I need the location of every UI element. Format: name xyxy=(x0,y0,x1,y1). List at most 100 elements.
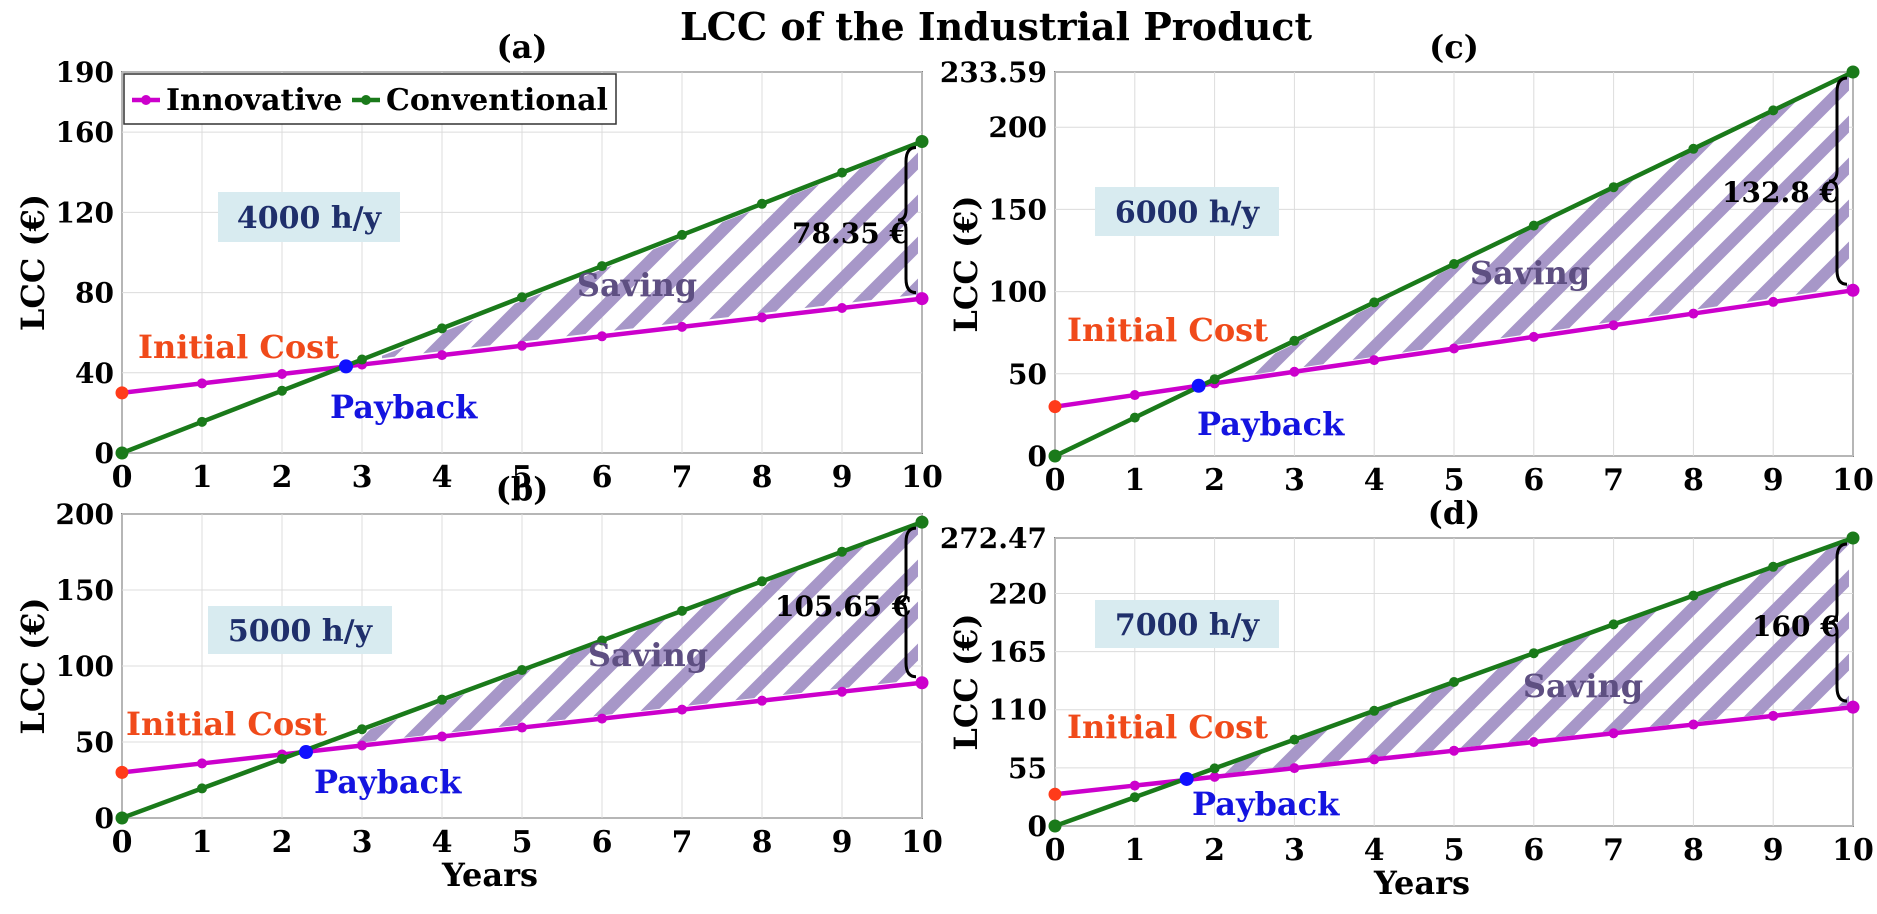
data-point-conventional xyxy=(1209,763,1220,774)
x-tick-label: 7 xyxy=(672,825,693,860)
data-point-innovative xyxy=(1768,710,1779,721)
data-point-conventional xyxy=(1688,143,1699,154)
initial-cost-label: Initial Cost xyxy=(138,328,339,366)
x-tick-label: 2 xyxy=(272,825,293,860)
panel-a: (a) 0 40 80 120 160 190 0 1 2 3 4 5 6 7 8 9 10 LCC (€) 4000… xyxy=(14,28,943,495)
data-point-conventional xyxy=(197,783,207,794)
y-tick-label: 100 xyxy=(56,650,114,683)
data-point-innovative xyxy=(517,722,527,733)
difference-brace xyxy=(897,526,917,679)
data-point-conventional xyxy=(1608,182,1619,193)
panel-title: (a) xyxy=(496,28,547,66)
y-tick-label: 200 xyxy=(989,111,1047,144)
y-tick-label: 120 xyxy=(56,196,114,229)
data-point-innovative xyxy=(597,713,607,724)
x-tick-label: 5 xyxy=(512,460,533,495)
data-point-innovative xyxy=(1768,296,1779,307)
payback-label: Payback xyxy=(1197,405,1345,443)
data-point-conventional xyxy=(437,694,447,705)
x-tick-label: 1 xyxy=(192,825,213,860)
x-tick-label: 4 xyxy=(1364,833,1385,868)
data-point-conventional xyxy=(757,198,767,209)
y-axis-label: LCC (€) xyxy=(14,194,52,331)
y-tick-label: 233.59 xyxy=(940,56,1047,89)
hatch-stroke xyxy=(1554,540,1849,774)
hatch-stroke xyxy=(1596,540,1849,774)
x-tick-label: 4 xyxy=(432,460,453,495)
data-point-innovative xyxy=(115,386,129,400)
hours-label: 6000 h/y xyxy=(1115,196,1261,231)
data-point-conventional xyxy=(1129,412,1140,423)
hatch-stroke xyxy=(0,514,6,818)
y-tick-label: 220 xyxy=(989,577,1047,610)
data-point-conventional xyxy=(1768,561,1779,572)
x-tick-label: 3 xyxy=(352,825,373,860)
payback-label: Payback xyxy=(330,388,478,426)
hatch-stroke xyxy=(1428,75,1822,378)
payback-marker xyxy=(1191,378,1206,393)
hatch-stroke xyxy=(495,145,886,359)
panel-title: (d) xyxy=(1428,494,1481,532)
x-axis-label: Years xyxy=(441,856,538,894)
hatch-stroke xyxy=(1638,75,1849,378)
x-tick-label: 4 xyxy=(1364,463,1385,498)
data-point-conventional xyxy=(1449,258,1459,269)
data-point-conventional xyxy=(1846,531,1860,545)
panel-d: (d) 0 55 110 165 220 272.47 0 1 2 3 4 5 6 7 8 9 10 LCC (€)… xyxy=(940,494,1874,902)
hatch-stroke xyxy=(1848,540,1849,774)
legend-marker xyxy=(361,95,371,105)
data-point-innovative xyxy=(597,331,607,342)
x-tick-label: 1 xyxy=(1124,833,1145,868)
data-point-conventional xyxy=(915,134,929,148)
data-point-conventional xyxy=(757,576,767,587)
data-point-innovative xyxy=(437,350,447,361)
y-tick-label: 0 xyxy=(95,437,114,470)
panel-title: (c) xyxy=(1429,28,1479,66)
data-point-innovative xyxy=(1688,308,1699,319)
hatch-stroke xyxy=(579,145,918,359)
data-point-innovative xyxy=(357,740,367,751)
data-point-conventional xyxy=(915,515,929,529)
x-tick-label: 0 xyxy=(1045,463,1066,498)
data-point-innovative xyxy=(1449,343,1459,354)
data-point-innovative xyxy=(1048,400,1062,414)
data-point-innovative xyxy=(1289,366,1300,377)
x-tick-label: 6 xyxy=(1523,463,1544,498)
hatch-stroke xyxy=(1470,75,1849,378)
x-tick-label: 0 xyxy=(112,825,133,860)
saving-difference-label: 105.65 € xyxy=(775,590,911,623)
data-point-innovative xyxy=(1048,787,1062,801)
y-tick-label: 40 xyxy=(75,357,114,390)
difference-brace xyxy=(1828,542,1848,703)
legend-marker xyxy=(141,95,151,105)
data-point-innovative xyxy=(915,676,929,690)
data-point-conventional xyxy=(357,354,367,365)
y-tick-label: 55 xyxy=(1008,752,1047,785)
saving-label: Saving xyxy=(1470,254,1590,292)
data-point-conventional xyxy=(597,261,607,272)
x-tick-label: 6 xyxy=(592,825,613,860)
difference-brace xyxy=(897,145,917,295)
hours-label-box xyxy=(1095,600,1279,648)
data-point-innovative xyxy=(437,731,447,742)
figure-title: LCC of the Industrial Product xyxy=(680,4,1313,49)
y-tick-label: 160 xyxy=(56,116,114,149)
y-axis-label: LCC (€) xyxy=(947,195,985,332)
data-point-conventional xyxy=(1768,105,1779,116)
saving-difference-label: 78.35 € xyxy=(792,217,909,250)
data-point-conventional xyxy=(197,416,207,427)
x-tick-label: 2 xyxy=(1204,833,1225,868)
x-tick-label: 6 xyxy=(1523,833,1544,868)
data-point-innovative xyxy=(677,704,687,715)
y-tick-label: 0 xyxy=(1028,810,1047,843)
data-point-innovative xyxy=(1369,355,1380,366)
data-point-conventional xyxy=(1688,590,1699,601)
data-point-innovative xyxy=(1528,331,1539,342)
data-point-innovative xyxy=(197,758,207,769)
x-tick-label: 1 xyxy=(192,460,213,495)
hatch-stroke xyxy=(453,145,844,359)
data-point-innovative xyxy=(517,340,527,351)
x-tick-label: 5 xyxy=(1444,463,1465,498)
